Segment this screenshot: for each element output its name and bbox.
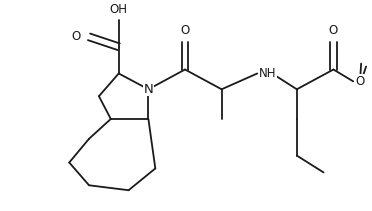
Text: O: O xyxy=(329,24,338,37)
Text: O: O xyxy=(355,75,365,88)
Text: NH: NH xyxy=(259,67,277,80)
Text: N: N xyxy=(144,83,153,96)
Text: O: O xyxy=(180,24,190,37)
Text: OH: OH xyxy=(110,3,128,16)
Text: O: O xyxy=(72,30,81,43)
